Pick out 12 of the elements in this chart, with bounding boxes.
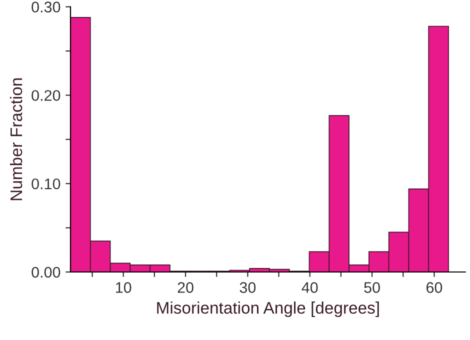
x-tick-label: 20 [178, 282, 194, 293]
y-tick-label: 0.20 [32, 90, 60, 101]
x-axis-title: Misorientation Angle [degrees] [157, 302, 379, 318]
y-axis-title: Number Fraction [10, 78, 22, 200]
x-tick-label: 40 [302, 282, 318, 293]
y-tick-label: 0.30 [32, 2, 60, 12]
y-tick-label: 0.10 [32, 178, 60, 190]
x-tick-label: 10 [116, 282, 132, 293]
x-tick-label: 60 [426, 282, 442, 293]
x-tick-label: 50 [364, 282, 380, 293]
y-tick-label: 0.00 [32, 266, 60, 278]
x-tick-label: 30 [240, 282, 256, 293]
